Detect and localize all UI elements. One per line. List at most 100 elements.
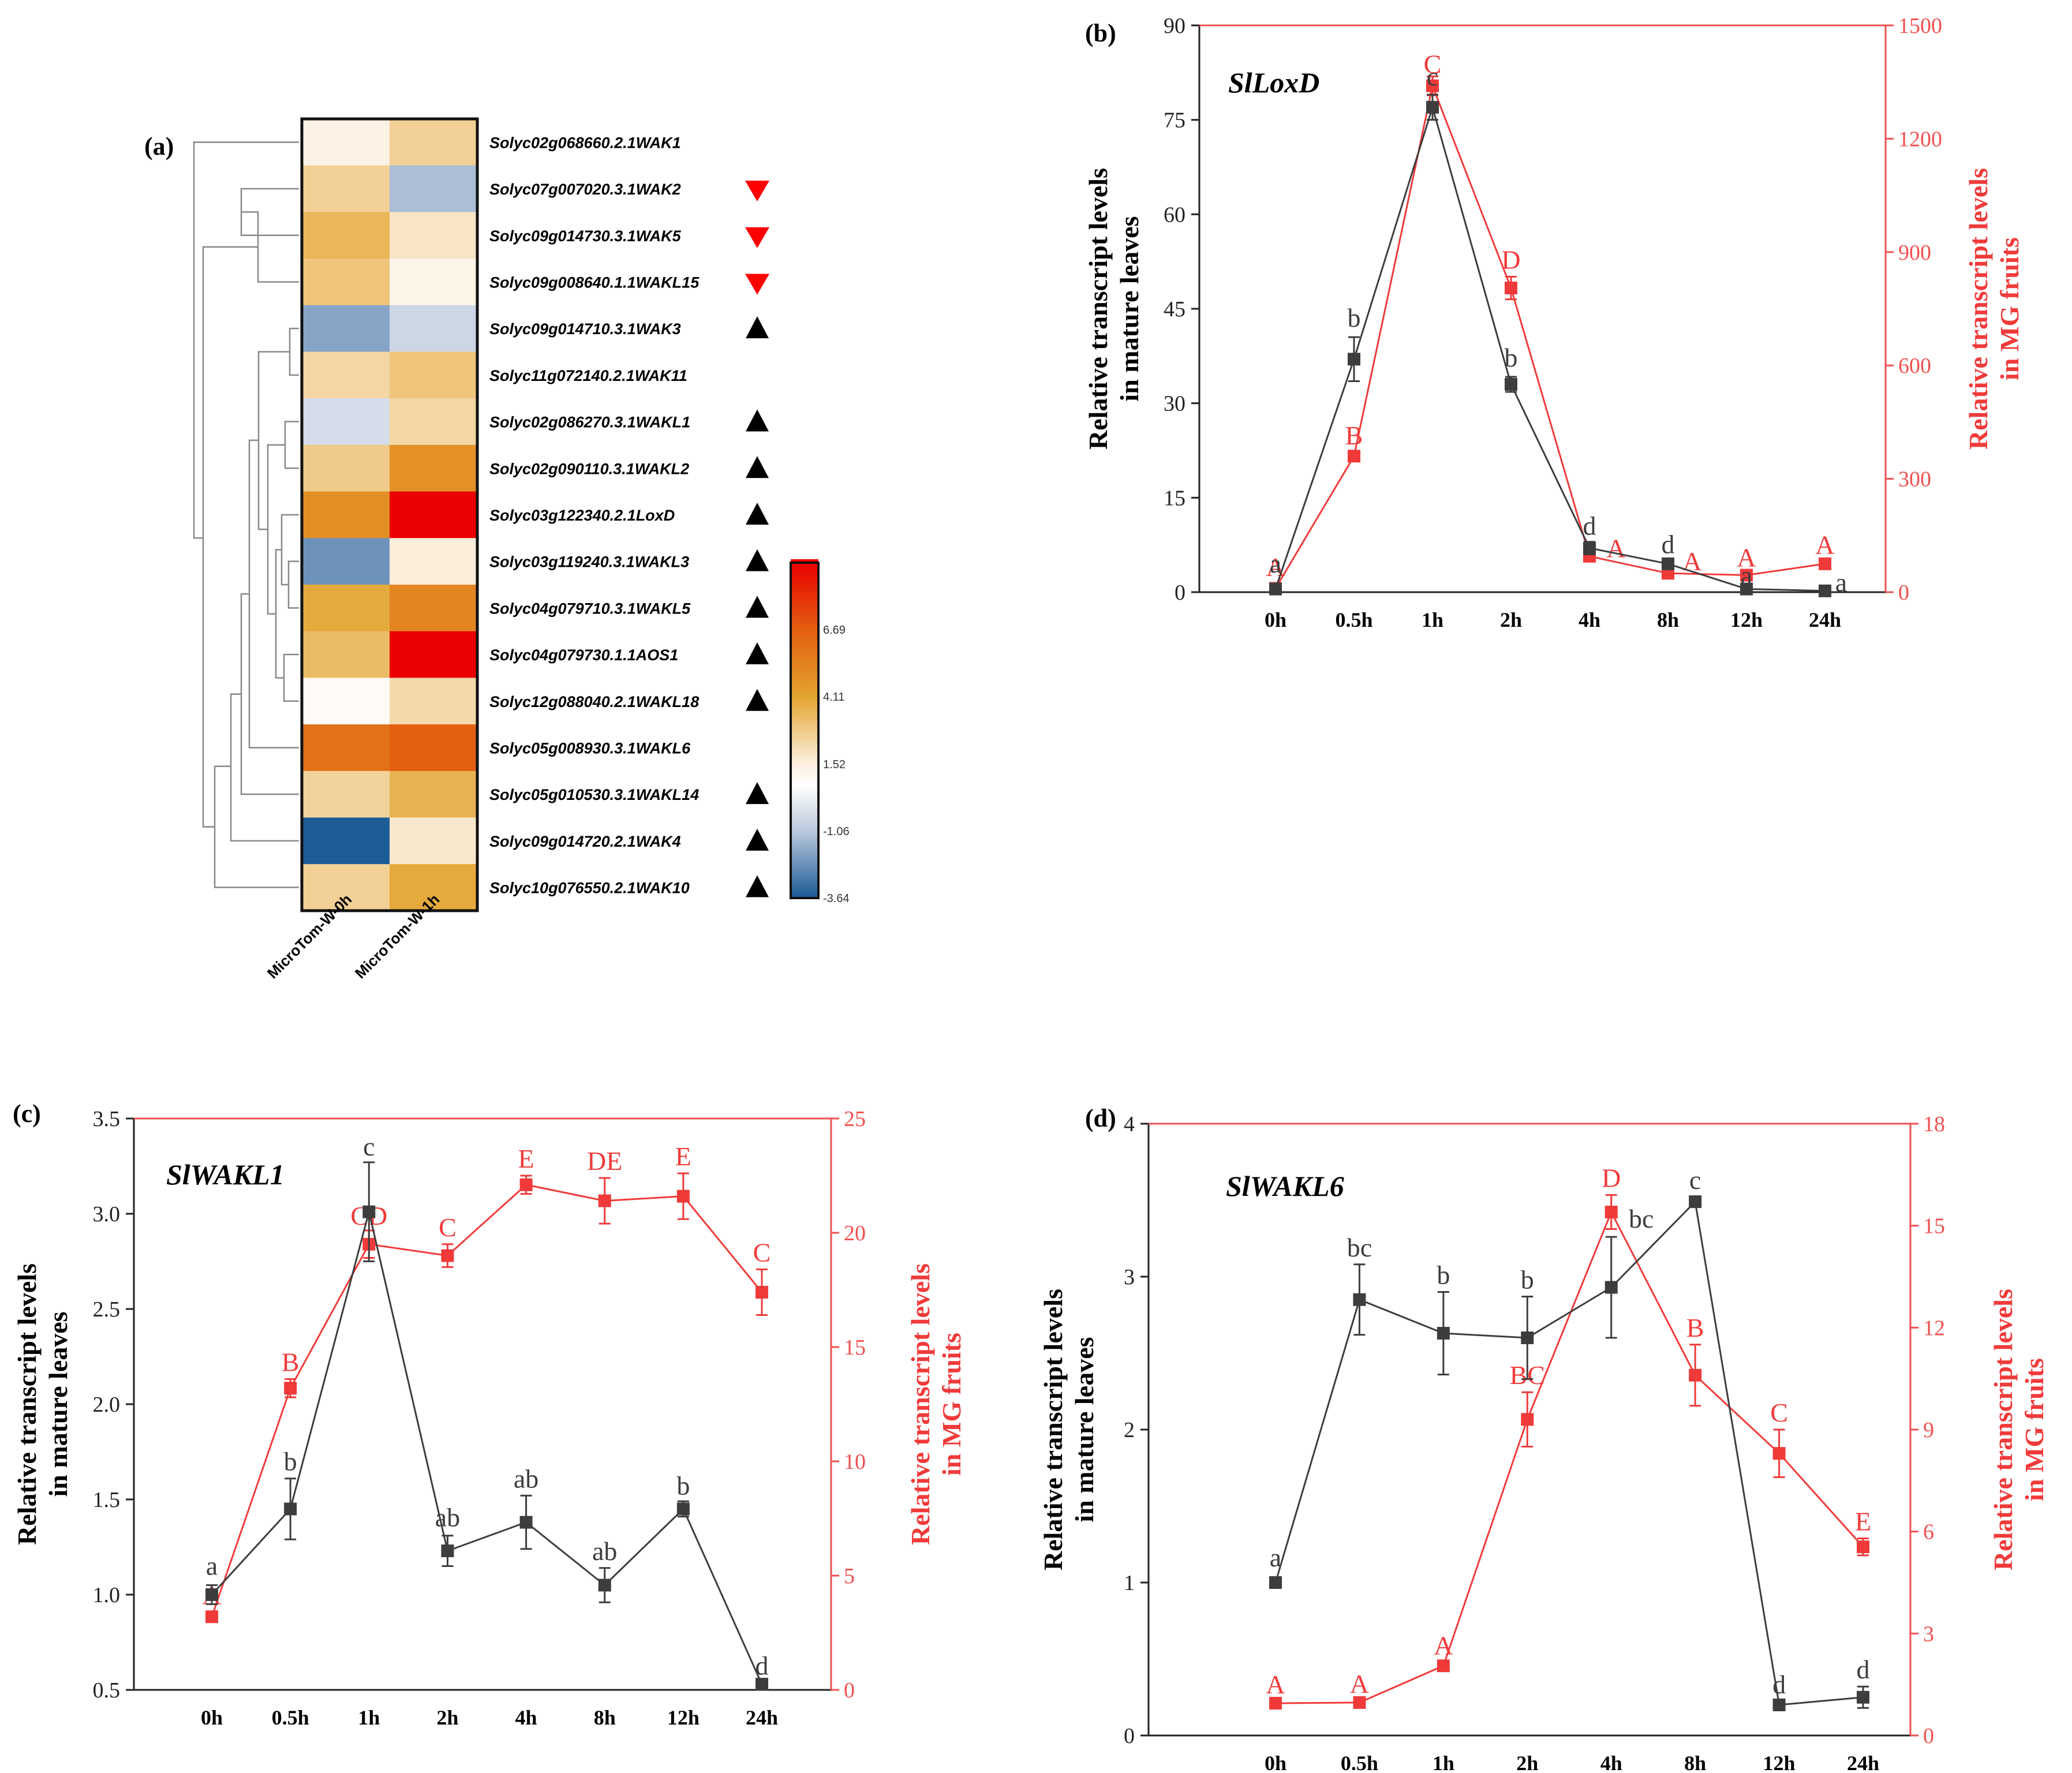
data-point bbox=[676, 1190, 690, 1203]
y-tick-label: 75 bbox=[1164, 109, 1185, 133]
heatmap-cell bbox=[302, 305, 390, 352]
up-triangle-icon bbox=[746, 409, 769, 432]
y2-axis-label: in MG fruits bbox=[937, 1333, 966, 1476]
data-point bbox=[362, 1205, 376, 1218]
y2-tick-label: 0 bbox=[1923, 1724, 1934, 1748]
up-triangle-icon bbox=[746, 875, 769, 897]
significance-letter: a bbox=[1835, 568, 1847, 597]
y-tick-label: 0.5 bbox=[93, 1678, 121, 1703]
gene-label: Solyc03g122340.2.1LoxD bbox=[489, 507, 675, 524]
panel-label: (c) bbox=[13, 1099, 41, 1128]
heatmap-cell bbox=[390, 165, 478, 212]
gene-label: Solyc04g079710.3.1WAKL5 bbox=[489, 600, 691, 617]
colorbar-tick-label: -1.06 bbox=[823, 825, 850, 838]
y-tick-label: 3.5 bbox=[93, 1107, 121, 1131]
y-axis-label: in mature leaves bbox=[43, 1311, 73, 1497]
significance-letter: C bbox=[1424, 49, 1442, 78]
gene-label: Solyc09g014730.3.1WAK5 bbox=[489, 227, 682, 245]
significance-letter: c bbox=[363, 1132, 375, 1161]
x-tick-label: 2h bbox=[1516, 1752, 1538, 1773]
significance-letter: C bbox=[439, 1213, 457, 1242]
y2-axis-label: Relative transcript levels bbox=[1963, 168, 1993, 450]
heatmap-cell bbox=[390, 864, 478, 911]
significance-letter: a bbox=[1741, 560, 1752, 590]
heatmap-border bbox=[300, 117, 479, 912]
heatmap-cell bbox=[390, 631, 478, 678]
data-point bbox=[1740, 582, 1753, 596]
y-tick-label: 0 bbox=[1175, 581, 1185, 605]
significance-letter: d bbox=[1772, 1670, 1786, 1699]
y-axis-label: Relative transcript levels bbox=[12, 1263, 42, 1545]
data-point bbox=[756, 1285, 768, 1299]
colorbar-top-cap bbox=[791, 559, 818, 563]
significance-letter: bc bbox=[1347, 1233, 1372, 1262]
x-tick-label: 0h bbox=[201, 1706, 223, 1729]
significance-letter: B bbox=[1345, 421, 1363, 450]
y2-tick-label: 15 bbox=[1923, 1214, 1945, 1239]
heatmap-cell bbox=[302, 538, 390, 585]
y-tick-label: 1 bbox=[1124, 1571, 1135, 1595]
chart-title: SlWAKL1 bbox=[166, 1158, 285, 1191]
heatmap-cell bbox=[390, 724, 478, 772]
heatmap-cell bbox=[390, 538, 478, 585]
data-point bbox=[1605, 1281, 1618, 1294]
data-point bbox=[205, 1588, 218, 1601]
significance-letter: D bbox=[1501, 245, 1520, 274]
data-point bbox=[1521, 1413, 1534, 1426]
significance-letter: ab bbox=[435, 1503, 460, 1532]
significance-letter: D bbox=[1602, 1164, 1621, 1193]
significance-letter: ab bbox=[514, 1464, 538, 1493]
down-triangle-icon bbox=[745, 181, 769, 202]
y-tick-label: 2 bbox=[1124, 1418, 1135, 1442]
heatmap-cell bbox=[302, 631, 390, 678]
up-triangle-icon bbox=[746, 782, 769, 805]
gene-label: Solyc05g008930.3.1WAKL6 bbox=[489, 739, 691, 757]
significance-letter: ab bbox=[592, 1536, 617, 1566]
gene-label: Solyc09g014710.3.1WAK3 bbox=[489, 320, 681, 338]
data-point bbox=[1353, 1696, 1366, 1709]
data-point bbox=[1437, 1659, 1450, 1673]
y2-axis-label: Relative transcript levels bbox=[906, 1263, 935, 1545]
gene-label: Solyc02g068660.2.1WAK1 bbox=[489, 134, 681, 151]
heatmap-cell bbox=[390, 212, 478, 259]
y-tick-label: 1.0 bbox=[93, 1583, 121, 1607]
data-point bbox=[1819, 584, 1831, 597]
gene-label: Solyc09g014720.2.1WAK4 bbox=[489, 833, 681, 850]
wakl1-line-chart-panel: (c) SlWAKL1 0.5 1.0 1.5 2.0 2.5 3.0 3.5 0 5 10 15 20 2… bbox=[12, 1099, 966, 1729]
colorbar bbox=[790, 562, 820, 899]
data-point bbox=[519, 1178, 533, 1191]
data-point bbox=[519, 1516, 533, 1529]
data-point bbox=[598, 1579, 611, 1592]
data-point bbox=[284, 1382, 297, 1395]
y2-tick-label: 20 bbox=[844, 1221, 866, 1245]
x-tick-label: 4h bbox=[1600, 1752, 1622, 1773]
heatmap-cell bbox=[390, 444, 478, 492]
x-tick-label: 24h bbox=[1847, 1752, 1879, 1773]
significance-letter: B bbox=[282, 1347, 300, 1376]
heatmap-cell bbox=[390, 351, 478, 399]
gene-label: Solyc10g076550.2.1WAK10 bbox=[489, 880, 690, 897]
significance-letter: bc bbox=[1629, 1204, 1654, 1233]
significance-letter: c bbox=[1689, 1165, 1701, 1195]
significance-letter: E bbox=[675, 1142, 691, 1171]
x-tick-label: 0h bbox=[1265, 608, 1286, 631]
colorbar-tick-label: -3.64 bbox=[823, 892, 850, 905]
heatmap-cell bbox=[302, 585, 390, 632]
data-point bbox=[1269, 1576, 1282, 1589]
data-point bbox=[1689, 1195, 1702, 1209]
significance-letter: a bbox=[1270, 549, 1281, 578]
y-tick-label: 2.5 bbox=[93, 1297, 121, 1322]
data-point bbox=[1857, 1540, 1869, 1554]
heatmap-cell bbox=[302, 724, 390, 772]
heatmap-cell bbox=[302, 678, 390, 725]
data-point bbox=[1505, 281, 1517, 294]
y2-tick-label: 15 bbox=[844, 1336, 866, 1360]
y-axis-label: in mature leaves bbox=[1069, 1337, 1099, 1522]
up-triangle-icon bbox=[746, 828, 769, 851]
data-point bbox=[1740, 568, 1753, 582]
data-point bbox=[1583, 541, 1596, 555]
significance-letter: B bbox=[1686, 1313, 1704, 1342]
x-tick-label: 0.5h bbox=[1335, 608, 1372, 631]
y2-tick-label: 0 bbox=[1898, 581, 1909, 605]
y-tick-label: 15 bbox=[1164, 486, 1185, 510]
